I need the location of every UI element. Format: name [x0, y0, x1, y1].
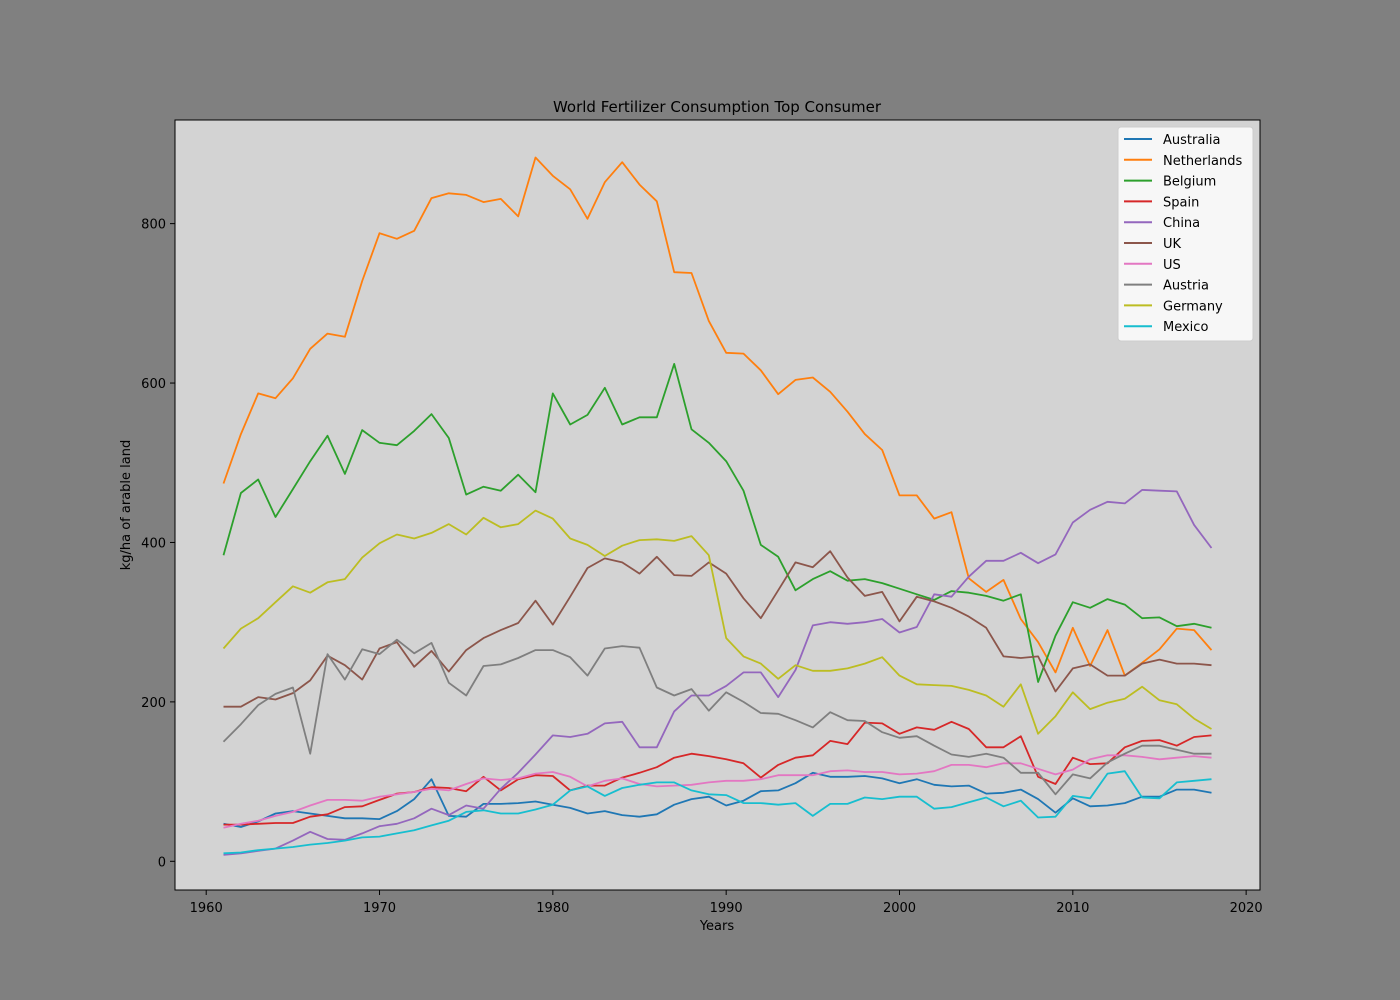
- series-line-uk: [223, 550, 1212, 708]
- x-tick-label: 1990: [710, 901, 743, 916]
- legend-label: Austria: [1163, 279, 1209, 294]
- legend-label: Germany: [1163, 299, 1223, 314]
- legend-label: Belgium: [1163, 175, 1216, 190]
- chart-title: World Fertilizer Consumption Top Consume…: [553, 98, 882, 116]
- series-line-germany: [222, 509, 1212, 735]
- y-tick-label: 0: [158, 855, 166, 870]
- x-axis: 1960 1970 1980 1990 2000 2010 2020: [190, 890, 1263, 916]
- x-tick-label: 2000: [883, 901, 916, 916]
- series-line-us: [223, 754, 1212, 829]
- y-axis-label: kg/ha of arable land: [119, 440, 134, 571]
- legend-label: Australia: [1163, 133, 1221, 148]
- series-line-spain: [223, 720, 1212, 826]
- y-tick-label: 600: [141, 377, 166, 392]
- y-axis: 0 200 400 600 800: [141, 218, 175, 870]
- y-tick-label: 200: [141, 696, 166, 711]
- series-line-mexico: [223, 770, 1212, 855]
- x-tick-label: 1960: [190, 901, 223, 916]
- x-axis-label: Years: [699, 919, 735, 934]
- x-tick-label: 1970: [363, 901, 396, 916]
- legend-label: China: [1163, 216, 1200, 231]
- plot-area: [174, 119, 1261, 891]
- legend-label: Mexico: [1163, 320, 1208, 335]
- legend-label: Netherlands: [1163, 154, 1242, 169]
- x-tick-label: 2020: [1230, 901, 1263, 916]
- legend-label: UK: [1163, 237, 1182, 252]
- series-line-australia: [223, 771, 1212, 828]
- y-tick-label: 800: [141, 218, 166, 233]
- series-line-china: [223, 488, 1213, 856]
- legend: Australia Netherlands Belgium Spain China UK U…: [1117, 126, 1254, 342]
- y-tick-label: 400: [141, 536, 166, 551]
- legend-label: Spain: [1163, 195, 1199, 210]
- x-tick-label: 2010: [1056, 901, 1089, 916]
- series-line-austria: [222, 638, 1212, 796]
- legend-label: US: [1163, 258, 1181, 273]
- series-lines: [222, 156, 1213, 856]
- x-tick-label: 1980: [536, 901, 569, 916]
- series-line-belgium: [222, 362, 1212, 683]
